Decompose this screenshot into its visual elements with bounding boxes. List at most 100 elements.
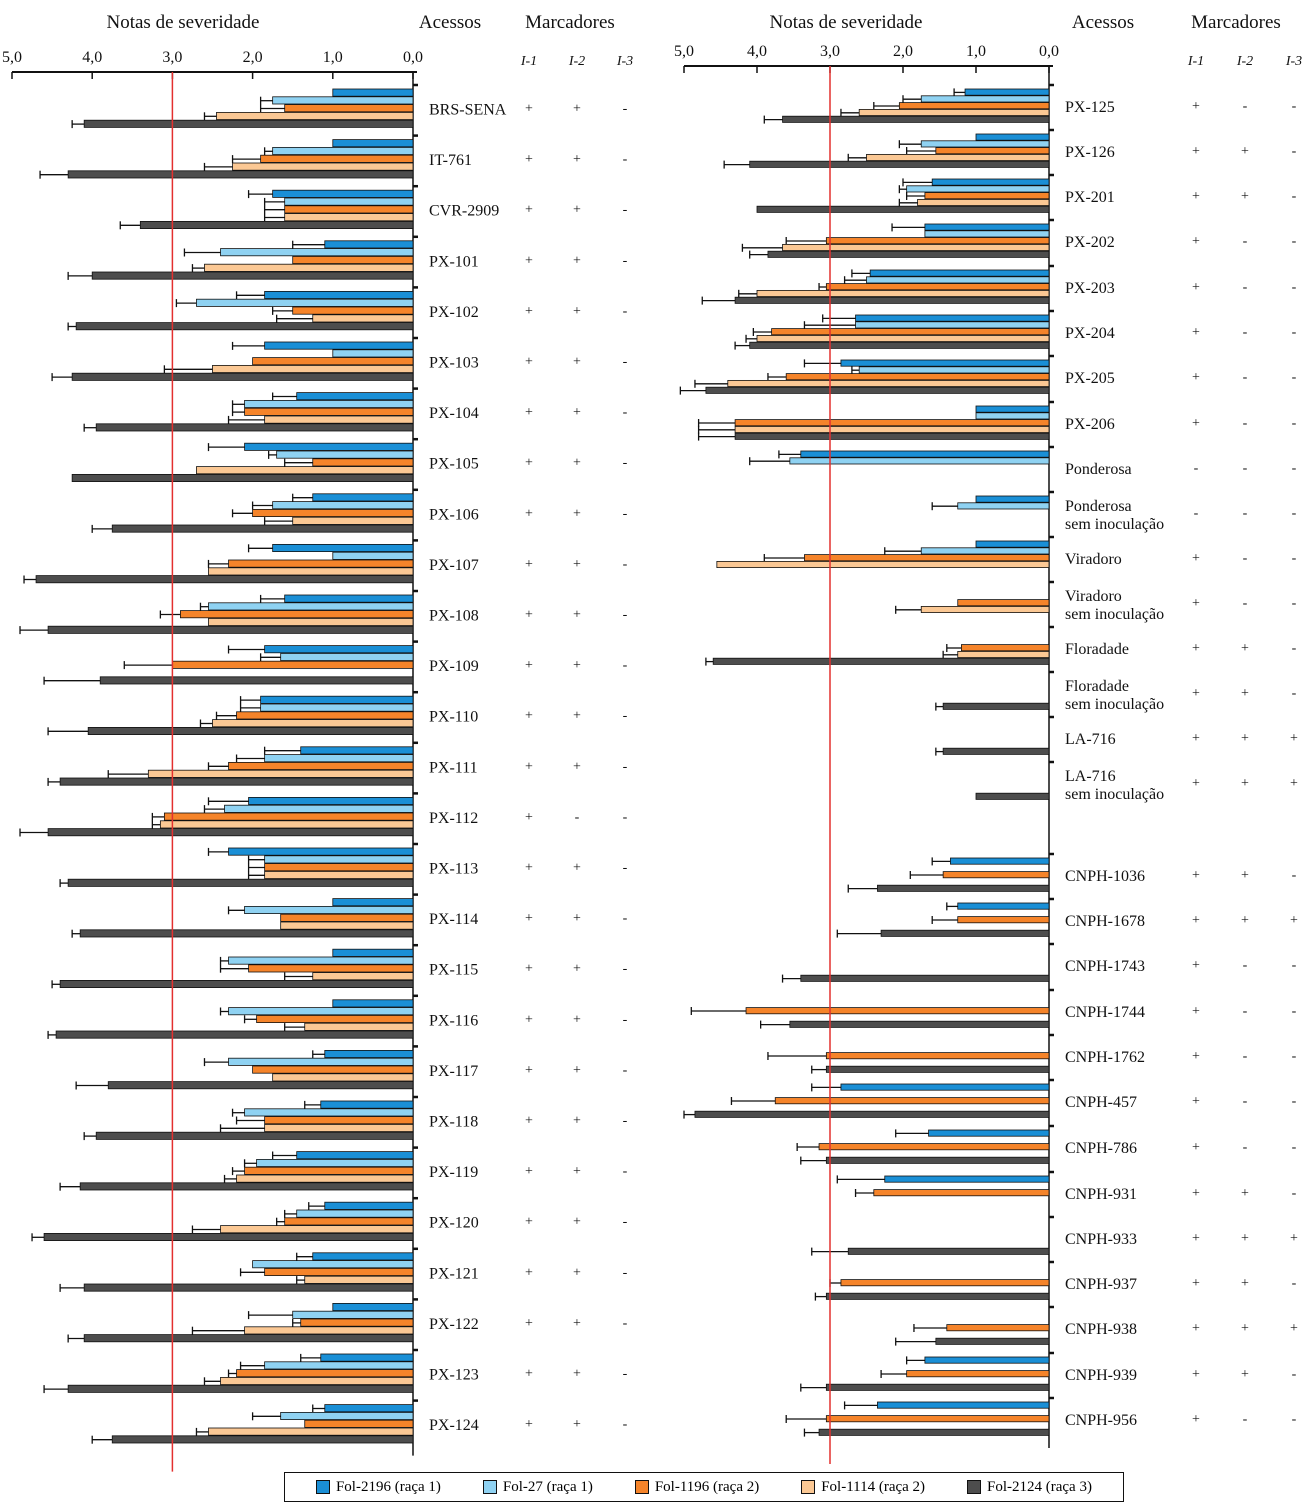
marker-value: - — [1292, 686, 1297, 701]
bar — [332, 349, 414, 358]
bar — [942, 702, 1050, 710]
bar — [312, 493, 414, 502]
bar — [825, 1383, 1050, 1391]
marker-value: - — [1292, 1186, 1297, 1201]
bar — [734, 296, 1050, 304]
marker-value: + — [573, 1367, 581, 1382]
x-tick-label: 5,0 — [2, 49, 22, 66]
bar — [67, 1384, 414, 1393]
bar — [312, 1252, 414, 1261]
marker-value: + — [573, 355, 581, 370]
bar — [804, 554, 1050, 562]
legend-item: Fol-1196 (raça 2) — [634, 1479, 759, 1496]
bar — [767, 250, 1050, 258]
bar — [264, 754, 414, 763]
markers-header: Marcadores — [525, 12, 615, 33]
bar — [236, 711, 414, 720]
marker-value: + — [1241, 1231, 1249, 1246]
bar — [920, 140, 1050, 148]
marker-value: + — [525, 962, 533, 977]
bar — [272, 1073, 414, 1082]
marker-value: - — [1243, 1094, 1248, 1109]
bar — [252, 1260, 414, 1269]
marker-value: - — [1292, 958, 1297, 973]
bar — [228, 956, 414, 965]
marker-value: - — [623, 658, 628, 673]
marker-value: - — [1292, 551, 1297, 566]
marker-value: + — [573, 1265, 581, 1280]
bar — [825, 1065, 1050, 1073]
bar — [873, 1189, 1050, 1197]
markers-header: Marcadores — [1191, 12, 1281, 33]
bar — [228, 1057, 414, 1066]
marker-value: + — [525, 608, 533, 623]
bar — [256, 1015, 414, 1024]
marker-value: - — [623, 810, 628, 825]
bar — [284, 104, 414, 113]
accession-label: Ponderosa — [1065, 461, 1132, 478]
x-tick-label: 0,0 — [403, 49, 423, 66]
bar — [920, 606, 1050, 614]
marker-value: - — [623, 962, 628, 977]
bar — [284, 213, 414, 222]
bar — [312, 314, 414, 323]
bar — [55, 1030, 414, 1039]
marker-value: - — [1292, 461, 1297, 476]
marker-value: + — [525, 253, 533, 268]
x-tick-label: 2,0 — [893, 43, 913, 60]
accession-label: PX-110 — [429, 709, 478, 726]
marker-value: - — [623, 709, 628, 724]
bar — [292, 306, 414, 315]
bar — [83, 119, 414, 128]
marker-value: + — [1192, 1412, 1200, 1427]
bar — [924, 223, 1050, 231]
bar — [232, 162, 414, 171]
bar — [264, 415, 414, 424]
marker-value: + — [525, 1063, 533, 1078]
bar — [111, 524, 414, 533]
marker-value: + — [573, 1164, 581, 1179]
bar — [840, 1279, 1050, 1287]
bar — [264, 871, 414, 880]
accession-label: Viradoro — [1065, 551, 1122, 568]
accession-label: PX-126 — [1065, 144, 1115, 161]
legend: Fol-2196 (raça 1) Fol-27 (raça 1) Fol-11… — [284, 1472, 1124, 1502]
bar — [745, 1007, 1050, 1015]
marker-value: - — [1243, 1004, 1248, 1019]
marker-value: + — [1241, 731, 1249, 746]
bar — [884, 1175, 1050, 1183]
bar — [320, 1100, 414, 1109]
accession-label: PX-206 — [1065, 416, 1115, 433]
bar — [276, 450, 414, 459]
marker-value: + — [1241, 1186, 1249, 1201]
marker-value: + — [1192, 416, 1200, 431]
accession-label: PX-107 — [429, 557, 479, 574]
marker-value: + — [1241, 776, 1249, 791]
marker-value: - — [1292, 596, 1297, 611]
accession-label: PX-204 — [1065, 325, 1115, 342]
bar — [212, 364, 414, 373]
bar — [264, 1361, 414, 1370]
marker-value: + — [525, 506, 533, 521]
bar — [264, 1124, 414, 1133]
bar — [260, 695, 414, 704]
marker-label: I-2 — [1236, 54, 1253, 69]
bar — [284, 1217, 414, 1226]
legend-swatch — [967, 1480, 981, 1494]
bar — [324, 1050, 414, 1059]
bar — [825, 1156, 1050, 1164]
bar — [931, 178, 1050, 186]
marker-value: + — [525, 810, 533, 825]
marker-value: - — [623, 608, 628, 623]
marker-label: I-1 — [520, 54, 537, 69]
bar — [296, 1209, 414, 1218]
marker-value: + — [1241, 913, 1249, 928]
marker-value: - — [623, 1063, 628, 1078]
marker-value: + — [525, 1316, 533, 1331]
accession-label: PX-201 — [1065, 189, 1115, 206]
marker-value: + — [525, 709, 533, 724]
accession-label: PX-125 — [1065, 99, 1115, 116]
accession-label: CVR-2909 — [429, 203, 499, 220]
bar — [180, 610, 414, 619]
marker-value: + — [525, 911, 533, 926]
